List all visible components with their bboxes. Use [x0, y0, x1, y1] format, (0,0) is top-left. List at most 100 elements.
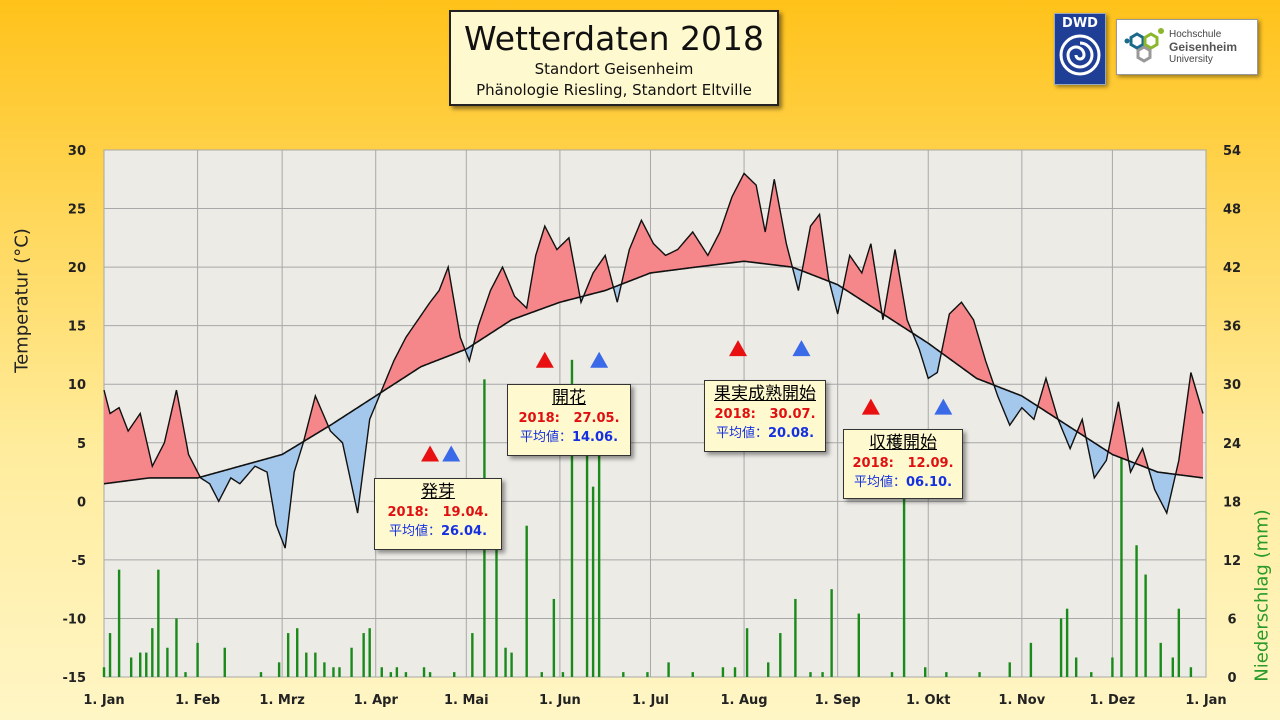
chart-subtitle-phenology: Phänologie Riesling, Standort Eltville	[476, 81, 752, 99]
precip-bar	[259, 672, 263, 677]
x-tick-label: 1. Okt	[906, 693, 950, 708]
annotation-year-row: 2018: 27.05.	[518, 411, 620, 426]
x-tick-label: 1. Dez	[1090, 693, 1136, 708]
y2-axis-label-precipitation: Niederschlag (mm)	[1251, 509, 1273, 682]
precip-bar	[809, 672, 812, 677]
x-tick-label: 1. Mrz	[259, 693, 304, 708]
precip-bar	[1090, 672, 1093, 677]
precip-bar	[350, 647, 353, 677]
hgu-logo: Hochschule Geisenheim University	[1116, 19, 1258, 75]
precip-bar	[117, 569, 121, 677]
y-tick-label: 20	[68, 261, 86, 276]
precip-bar	[323, 662, 326, 677]
x-tick-label: 1. Jun	[539, 693, 581, 708]
y-tick-label: 10	[68, 378, 86, 393]
annotation-name: 発芽	[421, 482, 455, 502]
x-tick-label: 1. Aug	[720, 693, 767, 708]
precip-bar	[1144, 574, 1147, 677]
phenology-marker-2018	[861, 398, 880, 415]
precip-bar	[471, 633, 474, 677]
precip-bar	[102, 667, 106, 677]
precip-bar	[890, 672, 894, 677]
precip-bar	[721, 667, 725, 677]
y-tick-label: 5	[77, 437, 86, 452]
y-tick-label: -15	[63, 671, 87, 686]
y2-tick-label: 54	[1223, 144, 1241, 159]
precip-bar	[510, 652, 513, 677]
annotation-name: 果実成熟開始	[714, 384, 816, 404]
annotation-harvest: 収穫開始 2018: 12.09. 平均値：06.10.	[843, 429, 963, 499]
annotation-veraison: 果実成熟開始 2018: 30.07. 平均値：20.08.	[704, 380, 826, 452]
precip-bar	[794, 598, 797, 677]
precip-bar	[924, 667, 927, 677]
precip-bar	[622, 672, 625, 677]
annotation-avg-row: 平均値：26.04.	[388, 524, 488, 539]
x-tick-label: 1. Mai	[444, 693, 489, 708]
precip-bar	[552, 598, 556, 677]
precip-bar	[145, 652, 148, 677]
phenology-marker-average	[442, 445, 461, 462]
precip-bar	[368, 628, 371, 677]
hexagon-molecule-icon	[1124, 28, 1164, 63]
precip-bar	[196, 642, 199, 677]
precip-bar	[362, 633, 365, 677]
precip-bar	[1159, 642, 1162, 677]
precip-bar	[821, 672, 824, 677]
precip-bar	[422, 667, 426, 677]
y-tick-label: -5	[72, 554, 86, 569]
precip-bar	[830, 589, 833, 677]
precip-bar	[1177, 608, 1181, 677]
precip-bar	[691, 672, 694, 677]
precip-bar	[1074, 657, 1078, 677]
precip-bar	[857, 613, 860, 677]
precip-bar	[223, 647, 226, 677]
precip-bar	[585, 393, 589, 677]
precip-bar	[733, 667, 737, 677]
annotation-avg-row: 平均値：14.06.	[519, 430, 619, 445]
precip-bar	[667, 662, 670, 677]
x-tick-label: 1. Nov	[998, 693, 1045, 708]
precip-bar	[305, 652, 308, 677]
precip-bar	[1135, 545, 1138, 677]
x-tick-label: 1. Apr	[354, 693, 399, 708]
precip-bar	[540, 672, 543, 677]
precip-bar	[745, 628, 749, 677]
precip-bar	[1171, 657, 1174, 677]
precip-bar	[157, 569, 160, 677]
precip-bar	[175, 618, 178, 677]
precip-bar	[296, 628, 299, 677]
x-tick-label: 1. Sep	[815, 693, 861, 708]
chart-title: Wetterdaten 2018	[464, 19, 764, 58]
precip-bar	[945, 672, 948, 677]
precip-bar	[1189, 667, 1193, 677]
precip-bar	[504, 647, 507, 677]
dwd-logo: DWD	[1054, 13, 1106, 85]
x-tick-label: 1. Jul	[632, 693, 669, 708]
precip-bar	[453, 672, 456, 677]
precip-bar	[332, 667, 335, 677]
annotation-bud-break: 発芽 2018: 19.04. 平均値：26.04.	[374, 478, 502, 550]
precip-bar	[1029, 642, 1033, 677]
x-tick-label: 1. Jan	[83, 693, 124, 708]
y2-tick-label: 6	[1227, 612, 1236, 627]
y-tick-label: 15	[68, 320, 86, 335]
precip-bar	[389, 672, 393, 677]
y2-tick-label: 42	[1223, 261, 1241, 276]
annotation-name: 収穫開始	[869, 433, 937, 453]
precip-bar	[495, 545, 498, 677]
chart-subtitle-location: Standort Geisenheim	[534, 60, 694, 78]
y-tick-label: 30	[68, 144, 86, 159]
precip-bar	[1065, 608, 1069, 677]
precip-bar	[1059, 618, 1063, 677]
precip-bar	[1111, 657, 1114, 677]
annotation-avg-row: 平均値：20.08.	[715, 426, 815, 441]
precip-bar	[151, 628, 154, 677]
precip-bar	[428, 672, 432, 677]
precip-bar	[561, 672, 565, 677]
phenology-marker-average	[792, 340, 811, 357]
y2-tick-label: 30	[1223, 378, 1241, 393]
x-tick-label: 1. Jan	[1185, 693, 1226, 708]
x-tick-label: 1. Feb	[175, 693, 220, 708]
y2-tick-label: 0	[1227, 671, 1236, 686]
